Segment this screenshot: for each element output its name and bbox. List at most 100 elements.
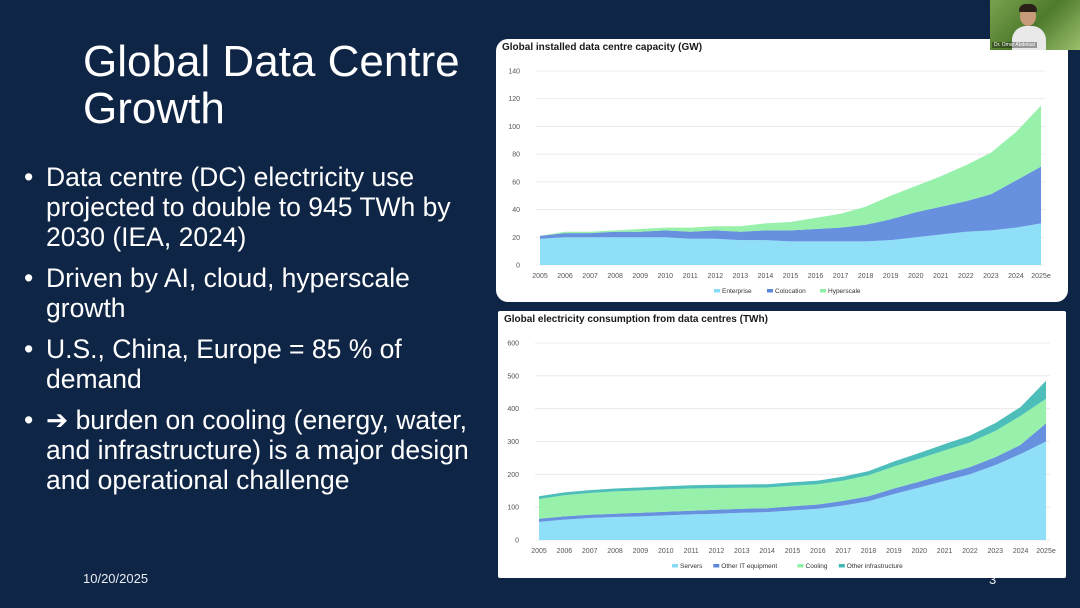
legend-swatch	[713, 564, 720, 568]
capacity-chart: 0 20 40 60 80 100 120 140 2005 2006 2007 2008 2009 20…	[508, 69, 1051, 296]
x-tick-label: 2024	[1013, 548, 1029, 555]
slide-number: 3	[989, 572, 997, 587]
x-tick-label: 2024	[1008, 273, 1024, 280]
legend-label: Cooling	[806, 563, 828, 570]
electricity-chart-panel: Global electricity consumption from data…	[498, 311, 1066, 578]
electricity-chart: 0 100 200 300 400 500 600 2005 2006 2007 2008 2009 2…	[507, 341, 1056, 571]
legend-swatch	[797, 564, 804, 568]
bullet-dot: •	[24, 334, 34, 364]
x-tick-label: 2005	[531, 548, 547, 555]
legend-label: Enterprise	[722, 288, 752, 295]
legend-swatch	[820, 289, 826, 293]
y-tick-label: 400	[507, 406, 519, 413]
x-tick-label: 2010	[658, 548, 674, 555]
x-tick-label: 2019	[883, 273, 899, 280]
bullet-dot: •	[24, 405, 34, 435]
x-tick-label: 2020	[908, 273, 924, 280]
electricity-chart-title: Global electricity consumption from data…	[504, 314, 768, 325]
y-tick-label: 500	[507, 373, 519, 380]
bullet-list: • Data centre (DC) electricity use projec…	[24, 162, 484, 506]
y-tick-label: 120	[508, 96, 520, 103]
bullet-item: • U.S., China, Europe = 85 % of demand	[24, 334, 484, 394]
y-tick-label: 300	[507, 439, 519, 446]
x-tick-label: 2012	[708, 273, 724, 280]
legend-swatch	[838, 564, 845, 568]
bullet-item: • ➔ burden on cooling (energy, water, and…	[24, 405, 484, 495]
legend-label: Other IT equipment	[721, 563, 777, 570]
bullet-text: Driven by AI, cloud, hyperscale growth	[46, 263, 410, 323]
legend-label: Servers	[680, 563, 703, 570]
x-tick-label: 2023	[983, 273, 999, 280]
series-area-hyperscale	[540, 105, 1041, 236]
x-tick-label: 2008	[607, 548, 623, 555]
x-tick-label: 2022	[958, 273, 974, 280]
x-tick-label: 2016	[808, 273, 824, 280]
x-tick-label: 2009	[632, 273, 648, 280]
legend-label: Colocation	[775, 288, 806, 295]
x-tick-label: 2012	[709, 548, 725, 555]
y-tick-label: 40	[512, 207, 520, 214]
x-tick-label: 2016	[810, 548, 826, 555]
x-tick-label: 2010	[657, 273, 673, 280]
bullet-text: ➔ burden on cooling (energy, water, and …	[46, 405, 469, 495]
x-tick-label: 2013	[734, 548, 750, 555]
x-tick-label: 2006	[557, 548, 573, 555]
bullet-dot: •	[24, 263, 34, 293]
x-tick-label: 2020	[911, 548, 927, 555]
x-tick-label: 2025e	[1031, 273, 1051, 280]
x-tick-label: 2009	[633, 548, 649, 555]
x-tick-label: 2007	[582, 273, 598, 280]
x-tick-label: 2007	[582, 548, 598, 555]
bullet-dot: •	[24, 162, 34, 192]
x-tick-label: 2011	[683, 273, 698, 280]
y-tick-label: 200	[507, 472, 519, 479]
series-area-cooling	[539, 398, 1046, 519]
presenter-hair	[1019, 4, 1037, 12]
x-tick-label: 2023	[988, 548, 1004, 555]
series-area-enterprise	[540, 223, 1041, 265]
capacity-chart-title: Global installed data centre capacity (G…	[502, 42, 703, 53]
legend-label: Hyperscale	[828, 288, 861, 295]
bullet-text: Data centre (DC) electricity use project…	[46, 162, 451, 252]
x-tick-label: 2021	[937, 548, 953, 555]
x-tick-label: 2014	[758, 273, 774, 280]
y-tick-label: 0	[515, 538, 519, 545]
x-tick-label: 2014	[759, 548, 775, 555]
series-area-servers	[539, 441, 1046, 540]
series-area-colocation	[540, 166, 1041, 242]
y-tick-label: 100	[508, 124, 520, 131]
slide-date: 10/20/2025	[83, 571, 149, 586]
x-tick-label: 2015	[785, 548, 801, 555]
x-tick-label: 2013	[733, 273, 749, 280]
legend-label: Other infrastructure	[847, 563, 903, 570]
x-tick-label: 2025e	[1036, 548, 1056, 555]
bullet-text: U.S., China, Europe = 85 % of demand	[46, 334, 402, 394]
x-tick-label: 2011	[684, 548, 699, 555]
x-tick-label: 2008	[607, 273, 623, 280]
y-tick-label: 20	[512, 235, 520, 242]
y-tick-label: 600	[507, 341, 519, 348]
x-tick-label: 2018	[858, 273, 874, 280]
y-tick-label: 140	[508, 69, 520, 76]
y-tick-label: 60	[512, 179, 520, 186]
legend-swatch	[714, 289, 720, 293]
presenter-torso	[1012, 26, 1046, 50]
x-tick-label: 2006	[557, 273, 573, 280]
legend-swatch	[672, 564, 678, 568]
y-tick-label: 0	[516, 263, 520, 270]
webcam-name-label: Dr. Omar Abdelaal	[992, 42, 1037, 48]
bullet-item: • Data centre (DC) electricity use projec…	[24, 162, 484, 252]
y-tick-label: 80	[512, 152, 520, 159]
capacity-chart-panel: Global installed data centre capacity (G…	[496, 39, 1068, 302]
x-tick-label: 2005	[532, 273, 548, 280]
x-tick-label: 2018	[861, 548, 877, 555]
x-tick-label: 2019	[886, 548, 902, 555]
x-tick-label: 2022	[962, 548, 978, 555]
x-tick-label: 2015	[783, 273, 799, 280]
slide-title: Global Data Centre Growth	[83, 37, 460, 133]
x-tick-label: 2021	[933, 273, 949, 280]
x-tick-label: 2017	[833, 273, 849, 280]
x-tick-label: 2017	[835, 548, 851, 555]
bullet-item: • Driven by AI, cloud, hyperscale growth	[24, 263, 484, 323]
webcam-video[interactable]: Dr. Omar Abdelaal	[990, 0, 1080, 50]
